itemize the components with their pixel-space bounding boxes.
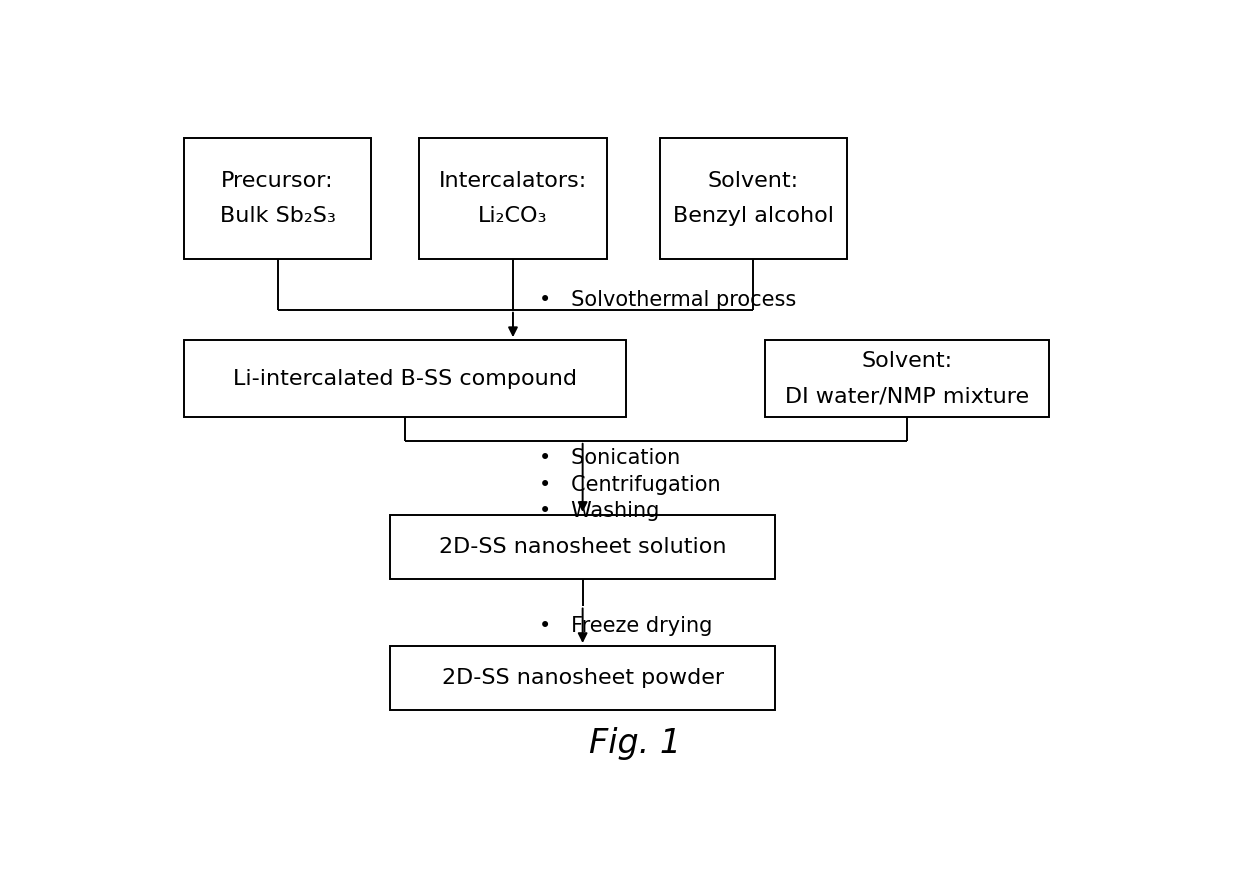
Text: Benzyl alcohol: Benzyl alcohol <box>673 206 833 226</box>
Text: •   Centrifugation: • Centrifugation <box>539 475 720 495</box>
Text: 2D-SS nanosheet powder: 2D-SS nanosheet powder <box>441 668 724 688</box>
Text: 2D-SS nanosheet solution: 2D-SS nanosheet solution <box>439 537 727 557</box>
FancyBboxPatch shape <box>391 646 775 710</box>
Text: Li-intercalated B-SS compound: Li-intercalated B-SS compound <box>233 368 577 388</box>
Text: DI water/NMP mixture: DI water/NMP mixture <box>785 386 1029 406</box>
Text: •   Freeze drying: • Freeze drying <box>539 615 713 636</box>
Text: Bulk Sb₂S₃: Bulk Sb₂S₃ <box>219 206 336 226</box>
Text: •   Solvothermal process: • Solvothermal process <box>539 290 796 310</box>
FancyBboxPatch shape <box>391 515 775 579</box>
FancyBboxPatch shape <box>660 138 847 259</box>
FancyBboxPatch shape <box>765 340 1049 417</box>
FancyBboxPatch shape <box>184 138 371 259</box>
Text: Fig. 1: Fig. 1 <box>589 727 682 760</box>
Text: Solvent:: Solvent: <box>862 351 952 371</box>
Text: Li₂CO₃: Li₂CO₃ <box>479 206 548 226</box>
Text: Intercalators:: Intercalators: <box>439 171 587 191</box>
FancyBboxPatch shape <box>419 138 606 259</box>
Text: Solvent:: Solvent: <box>708 171 799 191</box>
Text: •   Sonication: • Sonication <box>539 448 681 468</box>
FancyBboxPatch shape <box>184 340 626 417</box>
Text: Precursor:: Precursor: <box>221 171 334 191</box>
Text: •   Washing: • Washing <box>539 501 660 521</box>
